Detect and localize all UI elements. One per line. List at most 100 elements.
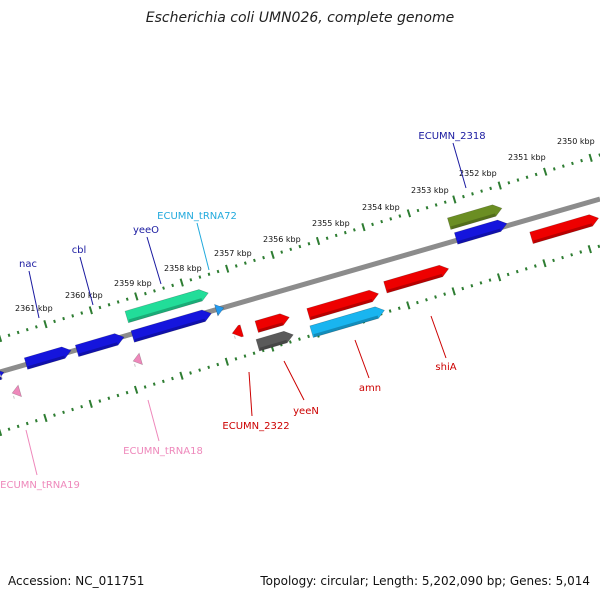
ruler-bottom-tick	[34, 419, 38, 423]
feature-blue-edge	[0, 367, 5, 381]
gene-label: ECUMN_2322	[222, 421, 289, 432]
ruler-top-track	[0, 153, 600, 343]
leader-line	[79, 256, 94, 306]
ruler-top-tick	[425, 206, 429, 210]
feature-ecumn-trna19	[11, 384, 22, 399]
feature-cbl-body	[74, 333, 125, 358]
feature-shia-body	[383, 264, 450, 294]
feature-cbl-shade	[78, 342, 119, 357]
ruler-top-tick	[153, 289, 156, 293]
ruler-bottom-tick	[62, 410, 65, 415]
ruler-top-tick	[270, 250, 275, 259]
ruler-bottom-tick	[224, 357, 229, 366]
ruler-top-tick	[71, 314, 75, 318]
feature-ecumn-trna19-shade	[13, 395, 15, 399]
ruler-bottom-tick	[561, 255, 564, 260]
gene-label: yeeN	[293, 406, 319, 417]
leader-line	[283, 360, 305, 401]
feature-amn-shade	[313, 315, 379, 338]
ruler-bottom-tick	[506, 272, 510, 277]
ruler-top-tick	[107, 303, 111, 307]
ruler-bottom-tick	[461, 286, 465, 291]
label-leader-lines	[25, 142, 467, 476]
ruler-top-tick	[225, 264, 230, 273]
feature-ecumn-trna18	[132, 352, 143, 367]
ruler-top-tick	[0, 334, 3, 343]
feature-shia-shade	[387, 273, 443, 293]
ruler-tick-label: 2360 kbp	[65, 291, 103, 300]
gene-label: ECUMN_tRNA18	[123, 446, 203, 457]
feature-red-right-shade	[533, 223, 593, 244]
ruler-bottom-tick	[53, 413, 56, 417]
ruler-bottom-tick	[542, 259, 547, 268]
feature-ecumn-2318-shade	[450, 213, 496, 230]
ruler-tick-label: 2356 kbp	[263, 235, 301, 244]
ruler-top-tick	[443, 200, 447, 204]
feature-blue-edge-shade	[0, 376, 3, 381]
feature-red-mid-shade	[310, 298, 373, 320]
feature-gray-shade	[259, 339, 288, 351]
ruler-top-tick	[480, 189, 483, 193]
ruler-bottom-tick	[216, 362, 220, 367]
ruler-top-tick	[253, 258, 256, 263]
ruler-top-tick	[489, 186, 493, 191]
feature-cbl	[74, 333, 125, 358]
gene-label: shiA	[435, 362, 456, 373]
feature-trna-marker-body	[214, 303, 225, 317]
ruler-bottom-tick	[161, 379, 165, 384]
ruler-tick-label: 2351 kbp	[508, 153, 546, 162]
ruler-tick-label: 2357 kbp	[214, 249, 252, 258]
ruler-bottom-tick	[524, 267, 528, 271]
feature-yeeo	[130, 309, 212, 343]
ruler-top-tick	[243, 261, 247, 265]
ruler-top-tick	[207, 272, 211, 276]
gene-features	[0, 204, 600, 399]
ruler-bottom-tick	[479, 281, 483, 285]
feature-ecumn-trna72-body	[124, 289, 209, 324]
feature-yeen-body	[254, 313, 290, 333]
ruler-bottom-tick	[16, 424, 20, 429]
accession-text: Accession: NC_011751	[8, 574, 145, 588]
ruler-bottom-tick	[25, 421, 29, 426]
ruler-tick-label: 2358 kbp	[164, 264, 202, 273]
ruler-bottom-tick	[570, 253, 574, 257]
ruler-bottom-tick	[143, 385, 147, 389]
feature-blue-a-shade	[457, 228, 501, 244]
ruler-bottom-tick	[496, 273, 502, 282]
feature-yeen	[254, 313, 290, 333]
ruler-bottom-tick	[579, 250, 583, 254]
ruler-bottom-tick	[80, 404, 84, 409]
feature-ecumn-2318-body	[447, 204, 503, 230]
ruler-bottom-tick	[7, 427, 11, 431]
gene-label: cbl	[72, 245, 87, 256]
ruler-top-tick	[162, 286, 165, 290]
ruler-top-tick	[416, 208, 420, 213]
ruler-top-tick	[171, 283, 175, 288]
ruler-top-tick	[571, 161, 574, 166]
ruler-bottom-tick	[107, 396, 111, 400]
gene-label: nac	[19, 259, 37, 270]
ruler-bottom-tick	[416, 300, 419, 305]
leader-line	[196, 222, 210, 271]
ruler-bottom-tick	[488, 278, 492, 282]
leader-line	[430, 315, 447, 359]
ruler-top-tick	[534, 172, 538, 177]
feature-nac-shade	[27, 355, 66, 370]
feature-yeen-shade	[258, 322, 284, 333]
feature-amn-body	[309, 306, 385, 338]
ruler-bottom-tick	[397, 306, 401, 310]
ruler-bottom-tick	[587, 245, 592, 254]
ruler-top-tick	[298, 244, 302, 249]
ruler-top-tick	[116, 300, 120, 304]
ruler-top-tick	[507, 181, 511, 185]
gene-label: ECUMN_tRNA72	[157, 211, 237, 222]
ruler-top-tick	[471, 192, 474, 196]
feature-shia	[383, 264, 450, 294]
ruler-top-tick	[361, 223, 366, 232]
ruler-top-tick	[352, 228, 356, 232]
ruler-top-tick	[380, 219, 384, 224]
ruler-bottom-tick	[43, 413, 48, 423]
ruler-top-tick	[144, 291, 147, 296]
ruler-bottom-tick	[388, 309, 392, 313]
ruler-top-tick	[516, 178, 520, 182]
